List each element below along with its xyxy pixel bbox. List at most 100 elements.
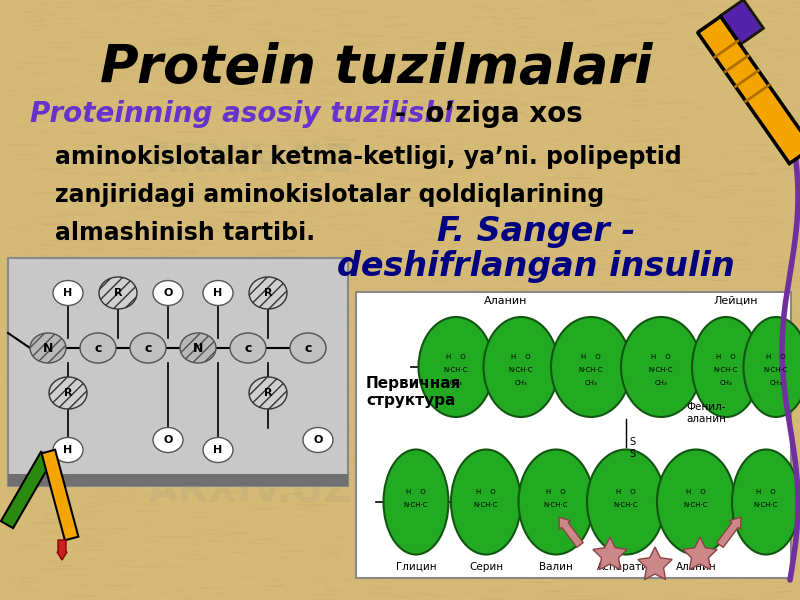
Text: N·CH·C: N·CH·C bbox=[509, 367, 534, 373]
Text: H    O: H O bbox=[581, 354, 601, 360]
Text: R: R bbox=[64, 388, 72, 398]
Text: N·CH·C: N·CH·C bbox=[684, 502, 708, 508]
Text: -  o’ziga xos: - o’ziga xos bbox=[385, 100, 582, 128]
Ellipse shape bbox=[518, 449, 594, 554]
Ellipse shape bbox=[99, 277, 137, 309]
Text: N·CH·C: N·CH·C bbox=[474, 502, 498, 508]
Text: N·CH·C: N·CH·C bbox=[754, 502, 778, 508]
Text: CH₃: CH₃ bbox=[654, 380, 667, 386]
Bar bbox=[42, 450, 78, 540]
Ellipse shape bbox=[551, 317, 631, 417]
FancyArrow shape bbox=[717, 517, 741, 547]
Text: c: c bbox=[144, 341, 152, 355]
Text: CH₃: CH₃ bbox=[770, 380, 782, 386]
Text: O: O bbox=[163, 288, 173, 298]
Text: CH₃: CH₃ bbox=[720, 380, 732, 386]
Ellipse shape bbox=[732, 449, 800, 554]
Text: Аланин: Аланин bbox=[676, 562, 716, 572]
Ellipse shape bbox=[657, 449, 735, 554]
Polygon shape bbox=[683, 537, 717, 569]
Ellipse shape bbox=[743, 317, 800, 417]
Ellipse shape bbox=[203, 280, 233, 305]
Text: O: O bbox=[314, 435, 322, 445]
Text: H    O: H O bbox=[766, 354, 786, 360]
Text: H    O: H O bbox=[511, 354, 531, 360]
Bar bbox=[356, 292, 791, 578]
Text: Лейцин: Лейцин bbox=[714, 296, 758, 306]
Ellipse shape bbox=[203, 437, 233, 463]
Text: Аланин: Аланин bbox=[484, 296, 528, 306]
Polygon shape bbox=[638, 547, 672, 580]
Ellipse shape bbox=[30, 333, 66, 363]
Text: Аспаратин: Аспаратин bbox=[597, 562, 655, 572]
Text: H    O: H O bbox=[476, 489, 496, 495]
Text: ARXIV.UZ: ARXIV.UZ bbox=[148, 471, 352, 509]
Text: O: O bbox=[163, 435, 173, 445]
Text: N: N bbox=[193, 341, 203, 355]
Bar bbox=[721, 0, 763, 44]
Ellipse shape bbox=[587, 449, 665, 554]
Ellipse shape bbox=[418, 317, 494, 417]
FancyArrow shape bbox=[57, 540, 67, 560]
Text: almashinish tartibi.: almashinish tartibi. bbox=[55, 221, 315, 245]
Text: S
S: S S bbox=[629, 437, 635, 459]
Polygon shape bbox=[593, 537, 627, 569]
Ellipse shape bbox=[53, 280, 83, 305]
Text: N·CH·C: N·CH·C bbox=[544, 502, 568, 508]
Text: Глицин: Глицин bbox=[396, 562, 436, 572]
Ellipse shape bbox=[180, 333, 216, 363]
Text: R: R bbox=[264, 288, 272, 298]
Text: c: c bbox=[94, 341, 102, 355]
Text: aminokislotalar ketma-ketligi, ya’ni. polipeptid: aminokislotalar ketma-ketligi, ya’ni. po… bbox=[55, 145, 682, 169]
Text: H: H bbox=[63, 288, 73, 298]
FancyArrow shape bbox=[559, 517, 583, 547]
Bar bbox=[8, 258, 348, 486]
Text: Валин: Валин bbox=[539, 562, 573, 572]
Ellipse shape bbox=[290, 333, 326, 363]
Ellipse shape bbox=[153, 427, 183, 452]
Text: CH₃: CH₃ bbox=[585, 380, 598, 386]
Text: H    O: H O bbox=[756, 489, 776, 495]
Text: H: H bbox=[214, 445, 222, 455]
Text: Первичная
структура: Первичная структура bbox=[366, 376, 462, 408]
Text: N·CH·C: N·CH·C bbox=[444, 367, 468, 373]
Text: Proteinning asosiy tuzilishi: Proteinning asosiy tuzilishi bbox=[30, 100, 454, 128]
Ellipse shape bbox=[249, 277, 287, 309]
Text: H    O: H O bbox=[446, 354, 466, 360]
Ellipse shape bbox=[130, 333, 166, 363]
Text: F. Sanger -: F. Sanger - bbox=[437, 215, 635, 248]
Text: N·CH·C: N·CH·C bbox=[649, 367, 674, 373]
Ellipse shape bbox=[153, 280, 183, 305]
Ellipse shape bbox=[53, 437, 83, 463]
Text: Серин: Серин bbox=[469, 562, 503, 572]
Text: R: R bbox=[114, 288, 122, 298]
Text: H    O: H O bbox=[406, 489, 426, 495]
Text: Фенил-
аланин: Фенил- аланин bbox=[686, 403, 726, 424]
Bar bbox=[698, 16, 800, 164]
Text: N·CH·C: N·CH·C bbox=[764, 367, 788, 373]
Text: H    O: H O bbox=[651, 354, 671, 360]
Ellipse shape bbox=[383, 449, 449, 554]
Text: N: N bbox=[43, 341, 53, 355]
Bar bbox=[1, 452, 53, 528]
Text: H: H bbox=[214, 288, 222, 298]
Ellipse shape bbox=[451, 449, 521, 554]
Text: H    O: H O bbox=[546, 489, 566, 495]
Text: Protein tuzilmalari: Protein tuzilmalari bbox=[100, 42, 652, 94]
Text: H    O: H O bbox=[716, 354, 736, 360]
Text: CH₃: CH₃ bbox=[514, 380, 527, 386]
Text: N·CH·C: N·CH·C bbox=[614, 502, 638, 508]
Text: deshifrlangan insulin: deshifrlangan insulin bbox=[337, 250, 735, 283]
Text: CH₃: CH₃ bbox=[450, 380, 462, 386]
Text: N·CH·C: N·CH·C bbox=[714, 367, 738, 373]
Ellipse shape bbox=[621, 317, 701, 417]
Ellipse shape bbox=[80, 333, 116, 363]
Text: H    O: H O bbox=[686, 489, 706, 495]
Text: R: R bbox=[264, 388, 272, 398]
Text: N·CH·C: N·CH·C bbox=[578, 367, 603, 373]
Ellipse shape bbox=[230, 333, 266, 363]
Ellipse shape bbox=[692, 317, 760, 417]
Text: c: c bbox=[304, 341, 312, 355]
Ellipse shape bbox=[303, 427, 333, 452]
Text: ARXIV.UZ: ARXIV.UZ bbox=[148, 141, 352, 179]
